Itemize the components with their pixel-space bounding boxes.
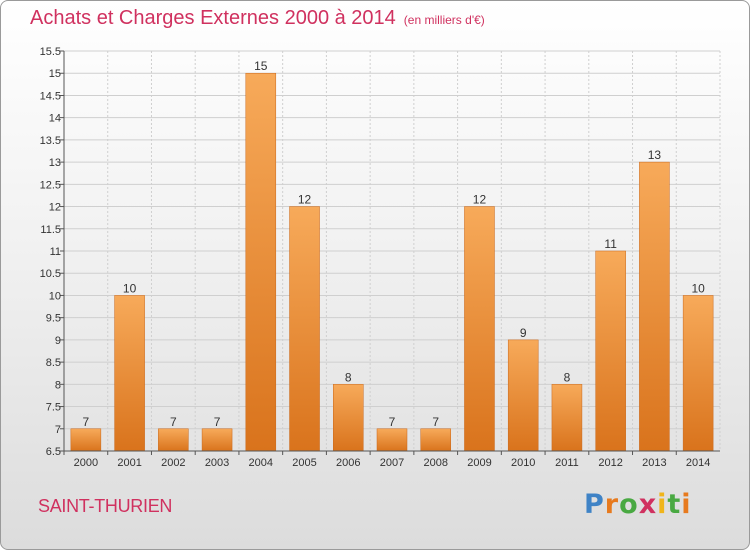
bar-2003[interactable] [201,428,233,452]
y-tick-label: 14 [49,113,61,125]
y-tick-label: 13.5 [40,135,61,147]
y-tick-label: 10.5 [40,268,61,280]
data-label-2005: 12 [298,193,312,207]
data-label-2010: 9 [520,326,527,340]
data-label-2006: 8 [345,370,352,384]
bar-2001[interactable] [114,295,145,452]
bar-2004[interactable] [245,72,277,452]
data-label-2004: 15 [254,59,268,73]
data-label-2014: 10 [691,281,705,295]
bar-2012[interactable] [595,250,626,452]
x-tick-label-2002: 2002 [161,457,185,469]
data-label-2012: 11 [604,237,617,251]
data-label-2009: 12 [473,193,487,207]
y-tick-label: 13 [49,157,61,169]
data-label-2000: 7 [83,415,90,429]
x-tick-label-2014: 2014 [686,457,710,469]
data-label-2002: 7 [170,415,177,429]
y-tick-label: 7 [55,424,61,436]
x-tick-label-2010: 2010 [511,457,535,469]
chart-subtitle: (en milliers d'€) [403,13,485,27]
bar-2008[interactable] [420,428,451,452]
x-tick-label-2001: 2001 [117,457,141,469]
data-label-2011: 8 [564,370,571,384]
data-label-2001: 10 [123,281,137,295]
axes: 6.5 7 7.5 8 8.5 9 9.5 10 10.5 11 11.5 12 12.5 13 13.5 1… [40,46,720,469]
x-tick-label-2012: 2012 [598,457,622,469]
y-tick-label: 7.5 [46,402,61,414]
x-tick-label-2006: 2006 [336,457,360,469]
x-tick-label-2011: 2011 [555,457,579,469]
x-tick-label-2003: 2003 [205,457,229,469]
data-label-2003: 7 [214,415,221,429]
bar-2006[interactable] [333,384,364,452]
y-tick-label: 15 [49,68,61,80]
bars: 7 10 7 7 15 12 8 7 7 12 9 8 11 13 10 [70,59,714,452]
bar-2010[interactable] [507,339,539,452]
bar-2007[interactable] [376,428,408,452]
y-tick-label: 10 [49,290,61,302]
x-tick-label-2013: 2013 [642,457,666,469]
bar-2011[interactable] [551,384,583,452]
x-tick-label-2005: 2005 [292,457,316,469]
y-tick-label: 12 [49,202,61,214]
commune-name: SAINT-THURIEN [38,496,173,516]
y-tick-label: 9 [55,335,61,347]
chart-title: Achats et Charges Externes 2000 à 2014 (e… [30,7,485,30]
y-tick-label: 11 [50,246,61,258]
y-tick-label: 9.5 [46,313,61,325]
y-tick-label: 6.5 [46,446,61,458]
y-tick-label: 8 [55,379,61,391]
x-tick-label-2009: 2009 [467,457,491,469]
x-tick-label-2007: 2007 [380,457,404,469]
data-label-2008: 7 [432,415,439,429]
bar-2013[interactable] [639,161,670,452]
x-tick-label-2008: 2008 [423,457,447,469]
bar-2005[interactable] [289,206,320,452]
bar-2000[interactable] [70,428,102,452]
y-tick-label: 8.5 [46,357,61,369]
bar-2009[interactable] [464,206,495,452]
x-tick-label-2004: 2004 [249,457,273,469]
y-tick-label: 15.5 [40,46,61,58]
x-tick-label-2000: 2000 [74,457,98,469]
data-label-2007: 7 [389,415,396,429]
chart-title-text: Achats et Charges Externes 2000 à 2014 [30,7,396,29]
y-tick-label: 12.5 [40,179,61,191]
bar-2002[interactable] [158,428,189,452]
y-tick-label: 14.5 [40,90,61,102]
y-tick-label: 11.5 [40,224,61,236]
data-label-2013: 13 [648,148,662,162]
bar-2014[interactable] [682,295,714,452]
proxiti-logo[interactable]: Proxiti [584,489,692,520]
